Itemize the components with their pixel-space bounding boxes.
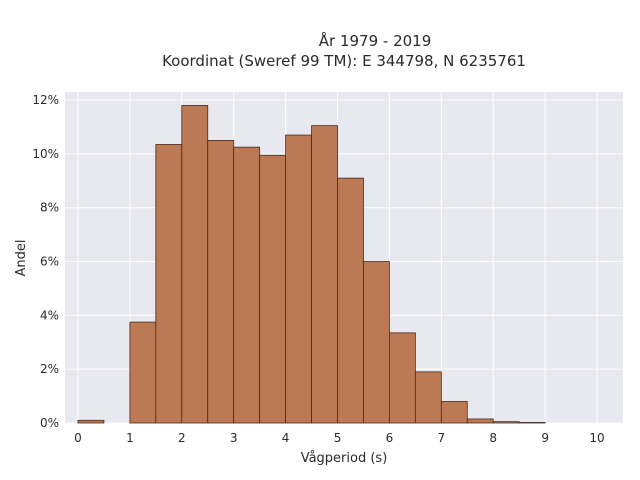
x-tick-label: 8: [489, 431, 497, 445]
y-tick-label: 6%: [40, 255, 59, 269]
histogram-bar: [466, 418, 494, 424]
histogram-bar: [337, 177, 364, 424]
histogram-bar: [207, 140, 235, 424]
x-tick-label: 6: [386, 431, 394, 445]
y-tick-label: 0%: [40, 416, 59, 430]
histogram-bar: [440, 401, 468, 424]
chart-title-line-1: År 1979 - 2019: [319, 31, 432, 50]
x-axis-label: Vågperiod (s): [301, 451, 388, 466]
x-axis-ticks: 0 1 2 3 4 5 6 7 8 9 10: [74, 431, 605, 445]
y-tick-label: 12%: [32, 93, 59, 107]
x-tick-label: 2: [178, 431, 186, 445]
histogram-bar: [233, 146, 261, 424]
histogram-bar: [492, 421, 520, 424]
histogram-bar: [389, 332, 416, 424]
chart-title-line-2: Koordinat (Sweref 99 TM): E 344798, N 62…: [162, 52, 526, 70]
histogram-bar: [181, 105, 209, 424]
histogram-bar: [363, 261, 390, 424]
x-tick-label: 4: [282, 431, 290, 445]
y-tick-label: 2%: [40, 362, 59, 376]
x-tick-label: 10: [589, 431, 604, 445]
histogram-bar: [414, 371, 442, 424]
y-tick-label: 10%: [32, 147, 59, 161]
x-tick-label: 9: [541, 431, 549, 445]
histogram-bar: [285, 134, 312, 424]
y-axis-ticks: 0% 2% 4% 6% 8% 10% 12%: [32, 93, 59, 430]
x-tick-label: 1: [126, 431, 134, 445]
y-tick-label: 4%: [40, 308, 59, 322]
y-tick-label: 8%: [40, 201, 59, 215]
histogram-bar: [311, 125, 338, 424]
x-tick-label: 0: [74, 431, 82, 445]
y-axis-label: Andel: [14, 240, 29, 277]
histogram-bars: [77, 105, 546, 424]
x-tick-label: 5: [334, 431, 342, 445]
histogram-bar: [155, 144, 183, 424]
histogram-bar: [518, 422, 546, 424]
histogram-bar: [77, 419, 105, 424]
x-tick-label: 3: [230, 431, 238, 445]
histogram-bar: [259, 154, 287, 424]
x-tick-label: 7: [438, 431, 446, 445]
histogram-bar: [129, 321, 157, 424]
